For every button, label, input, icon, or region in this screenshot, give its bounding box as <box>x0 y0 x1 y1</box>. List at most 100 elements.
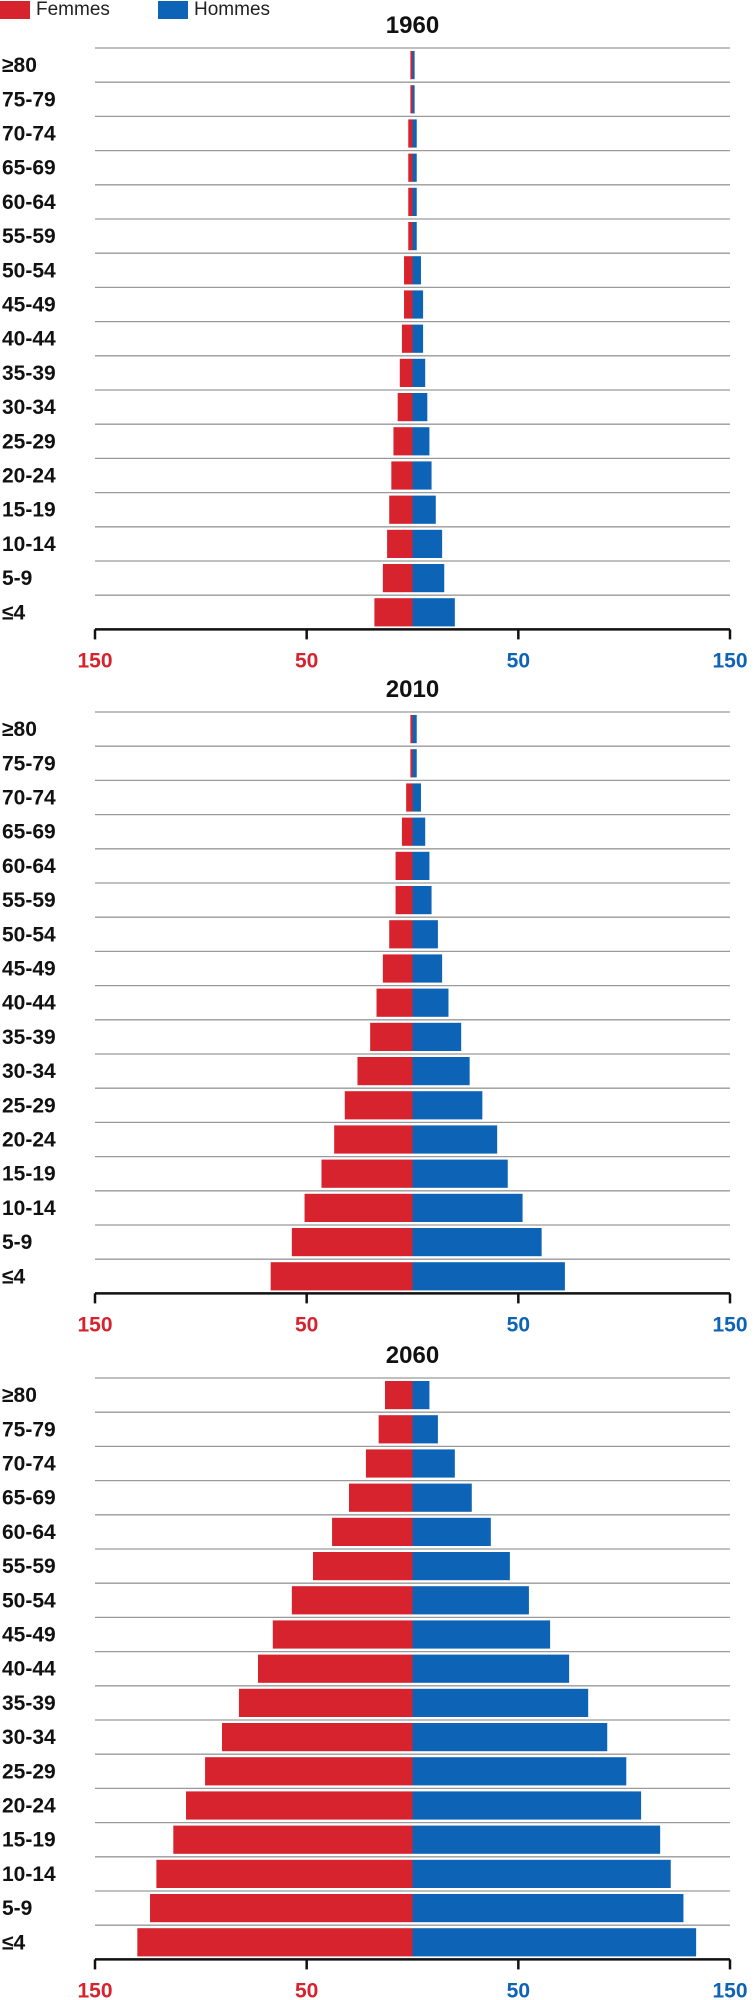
age-label: ≥80 <box>2 718 37 741</box>
bar-hommes <box>412 85 415 114</box>
bar-femmes <box>399 358 413 387</box>
age-label: 45-49 <box>2 958 56 981</box>
panel-title-1: 1960 <box>386 12 439 39</box>
bar-femmes <box>332 1517 413 1546</box>
age-label: 50-54 <box>2 259 56 282</box>
age-label: 40-44 <box>2 992 56 1015</box>
age-label: 75-79 <box>2 752 56 775</box>
bar-femmes <box>150 1894 413 1923</box>
age-label: 65-69 <box>2 821 56 844</box>
bar-femmes <box>382 954 413 983</box>
age-label: 50-54 <box>2 923 56 946</box>
bar-hommes <box>412 715 417 744</box>
x-tick-label: 50 <box>295 1979 318 2000</box>
bar-hommes <box>412 1091 483 1120</box>
x-tick-label: 50 <box>507 1313 530 1336</box>
age-label: ≤4 <box>2 601 26 624</box>
bar-femmes <box>378 1415 413 1444</box>
age-label: 30-34 <box>2 1060 56 1083</box>
x-tick-label: 50 <box>507 649 530 672</box>
bar-femmes <box>389 495 413 524</box>
bar-femmes <box>370 1022 413 1051</box>
bar-femmes <box>238 1688 413 1717</box>
age-label: 5-9 <box>2 567 32 590</box>
bar-hommes <box>412 783 421 812</box>
x-tick-label: 150 <box>77 1313 112 1336</box>
bar-femmes <box>321 1159 413 1188</box>
bar-femmes <box>313 1552 413 1581</box>
age-label: 10-14 <box>2 1863 56 1886</box>
bar-hommes <box>412 954 443 983</box>
bar-hommes <box>412 988 449 1017</box>
bar-femmes <box>205 1757 413 1786</box>
age-label: 75-79 <box>2 1418 56 1441</box>
bar-hommes <box>412 1894 684 1923</box>
bar-femmes <box>401 817 413 846</box>
bar-hommes <box>412 1483 472 1512</box>
bar-hommes <box>412 119 417 148</box>
age-label: 35-39 <box>2 1026 56 1049</box>
age-label: 55-59 <box>2 225 56 248</box>
bar-hommes <box>412 1057 470 1086</box>
x-tick-label: 150 <box>77 649 112 672</box>
bar-hommes <box>412 851 430 880</box>
bar-femmes <box>404 256 413 285</box>
age-label: 65-69 <box>2 157 56 180</box>
bar-femmes <box>137 1928 413 1957</box>
age-label: ≤4 <box>2 1265 26 1288</box>
bar-hommes <box>412 1791 642 1820</box>
bar-hommes <box>412 324 424 353</box>
bar-femmes <box>406 783 413 812</box>
bar-femmes <box>393 427 413 456</box>
age-label: 60-64 <box>2 1521 56 1544</box>
bar-hommes <box>412 1228 542 1257</box>
age-label: 60-64 <box>2 191 56 214</box>
bar-femmes <box>408 222 413 251</box>
age-label: ≥80 <box>2 1384 37 1407</box>
bar-hommes <box>412 461 432 490</box>
bar-hommes <box>412 1757 627 1786</box>
bar-femmes <box>410 715 413 744</box>
panel-title-2: 2010 <box>386 676 439 703</box>
bar-hommes <box>412 1825 661 1854</box>
panel-title-3: 2060 <box>386 1342 439 1369</box>
bar-hommes <box>412 256 421 285</box>
legend-item-femmes: Femmes <box>0 0 110 20</box>
age-label: 25-29 <box>2 430 56 453</box>
bar-femmes <box>291 1586 413 1615</box>
bar-hommes <box>412 886 432 915</box>
age-label: 5-9 <box>2 1231 32 1254</box>
bar-hommes <box>412 1928 697 1957</box>
age-label: 35-39 <box>2 362 56 385</box>
x-tick-label: 150 <box>712 649 747 672</box>
age-label: 45-49 <box>2 1624 56 1647</box>
age-label: 20-24 <box>2 1129 56 1152</box>
age-label: 5-9 <box>2 1897 32 1920</box>
bar-femmes <box>173 1825 413 1854</box>
bar-femmes <box>395 886 413 915</box>
age-label: 40-44 <box>2 328 56 351</box>
bar-femmes <box>410 749 413 778</box>
bar-hommes <box>412 1193 523 1222</box>
bar-hommes <box>412 564 445 593</box>
age-label: 15-19 <box>2 499 56 522</box>
age-label: 70-74 <box>2 123 56 146</box>
x-tick-label: 150 <box>712 1313 747 1336</box>
bar-hommes <box>412 1022 462 1051</box>
age-label: 10-14 <box>2 533 56 556</box>
age-label: 25-29 <box>2 1760 56 1783</box>
bar-hommes <box>412 1517 491 1546</box>
bar-hommes <box>412 1620 551 1649</box>
bar-hommes <box>412 1586 529 1615</box>
bar-hommes <box>412 749 417 778</box>
bar-femmes <box>272 1620 413 1649</box>
bar-femmes <box>391 461 413 490</box>
bar-femmes <box>349 1483 413 1512</box>
bar-femmes <box>376 988 413 1017</box>
age-label: 35-39 <box>2 1692 56 1715</box>
bar-femmes <box>387 529 413 558</box>
bar-femmes <box>156 1859 413 1888</box>
age-label: 20-24 <box>2 1795 56 1818</box>
x-tick-label: 150 <box>77 1979 112 2000</box>
bar-femmes <box>365 1449 413 1478</box>
